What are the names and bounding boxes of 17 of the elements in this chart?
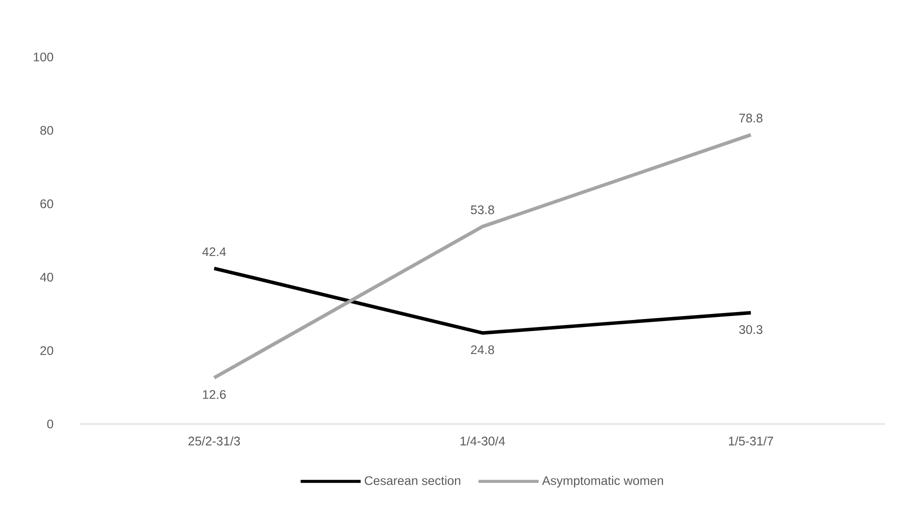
y-tick-label: 60 [40, 199, 54, 208]
y-tick-label: 40 [40, 272, 54, 282]
data-label: 53.8 [470, 205, 494, 214]
legend-label: Asymptomatic women [542, 476, 664, 488]
data-label: 24.8 [471, 345, 494, 354]
legend-label: Cesarean section [364, 476, 460, 486]
y-tick-label: 80 [40, 126, 54, 135]
data-label: 78.8 [739, 114, 762, 122]
data-label: 12.6 [203, 390, 226, 399]
y-tick-label: 20 [40, 346, 54, 356]
data-label: 30.3 [739, 325, 762, 334]
y-tick-label: 0 [47, 420, 54, 428]
x-tick-label: 1/4-30/4 [460, 436, 505, 446]
x-tick-label: 25/2-31/3 [188, 436, 240, 446]
y-tick-label: 100 [34, 52, 54, 62]
data-label: 42.4 [202, 247, 226, 256]
x-tick-label: 1/5-31/7 [728, 436, 774, 446]
